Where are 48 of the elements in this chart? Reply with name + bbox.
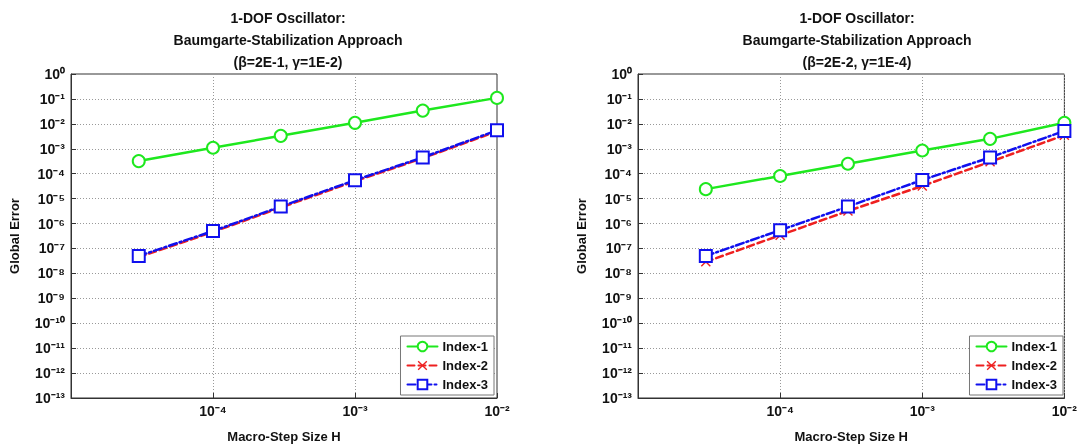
- y-axis-title: Global Error: [7, 198, 22, 274]
- y-tick-label: 10⁻³: [39, 140, 66, 157]
- chart-title: 1-DOF Oscillator:: [230, 10, 346, 26]
- y-tick-label: 10⁻¹: [606, 90, 633, 107]
- y-tick-label: 10⁻¹: [39, 90, 66, 107]
- y-tick-label: 10⁻⁹: [37, 290, 65, 307]
- y-tick-label: 10⁻⁸: [37, 265, 65, 282]
- chart-subtitle: Baumgarte-Stabilization Approach (β=2E-2, γ=1E-4): [742, 32, 972, 70]
- x-tick-label: 10⁻⁴: [199, 403, 227, 419]
- x-tick-label: 10⁻²: [484, 403, 510, 419]
- legend-label: Index-1: [1011, 339, 1057, 354]
- x-axis-title: Macro-Step Size H: [227, 429, 341, 444]
- y-tick-label: 10⁻⁴: [604, 165, 633, 182]
- y-tick-label: 10⁻¹⁰: [34, 315, 65, 332]
- legend-label: Index-2: [442, 358, 488, 373]
- y-tick-label: 10⁻¹¹: [35, 340, 66, 357]
- y-tick-label: 10⁻⁴: [37, 165, 66, 182]
- x-tick-label: 10⁻³: [342, 403, 368, 419]
- y-tick-label: 10⁻⁷: [38, 240, 66, 257]
- y-tick-label: 10⁰: [44, 66, 65, 82]
- y-tick-label: 10⁻⁹: [604, 290, 632, 307]
- y-tick-label: 10⁻¹³: [35, 390, 66, 406]
- legend-label: Index-2: [1011, 358, 1057, 373]
- x-axis-title: Macro-Step Size H: [794, 429, 908, 444]
- y-tick-label: 10⁻⁶: [604, 215, 632, 232]
- y-tick-label: 10⁻¹¹: [602, 340, 633, 357]
- y-tick-label: 10⁻²: [39, 115, 66, 132]
- y-tick-label: 10⁻¹²: [35, 365, 66, 382]
- x-tick-label: 10⁻⁴: [766, 403, 794, 419]
- y-tick-label: 10⁻⁵: [604, 190, 632, 207]
- y-tick-label: 10⁻⁷: [605, 240, 633, 257]
- y-tick-label: 10⁻²: [606, 115, 633, 132]
- x-tick-label: 10⁻³: [909, 403, 936, 419]
- y-tick-label: 10⁻⁵: [37, 190, 65, 207]
- y-tick-label: 10⁰: [611, 66, 632, 82]
- y-tick-label: 10⁻¹²: [602, 365, 633, 382]
- chart-subtitle: Baumgarte-Stabilization Approach (β=2E-1, γ=1E-2): [173, 32, 403, 70]
- y-axis-title: Global Error: [574, 198, 589, 274]
- y-tick-label: 10⁻⁶: [37, 215, 65, 232]
- legend-label: Index-1: [442, 339, 488, 354]
- legend-label: Index-3: [1011, 377, 1057, 392]
- legend-label: Index-3: [442, 377, 488, 392]
- y-tick-label: 10⁻¹³: [602, 390, 633, 406]
- chart-title: 1-DOF Oscillator:: [799, 10, 915, 26]
- y-tick-label: 10⁻¹⁰: [601, 315, 632, 332]
- y-tick-label: 10⁻³: [606, 140, 633, 157]
- x-tick-label: 10⁻²: [1051, 403, 1078, 419]
- y-tick-label: 10⁻⁸: [604, 265, 632, 282]
